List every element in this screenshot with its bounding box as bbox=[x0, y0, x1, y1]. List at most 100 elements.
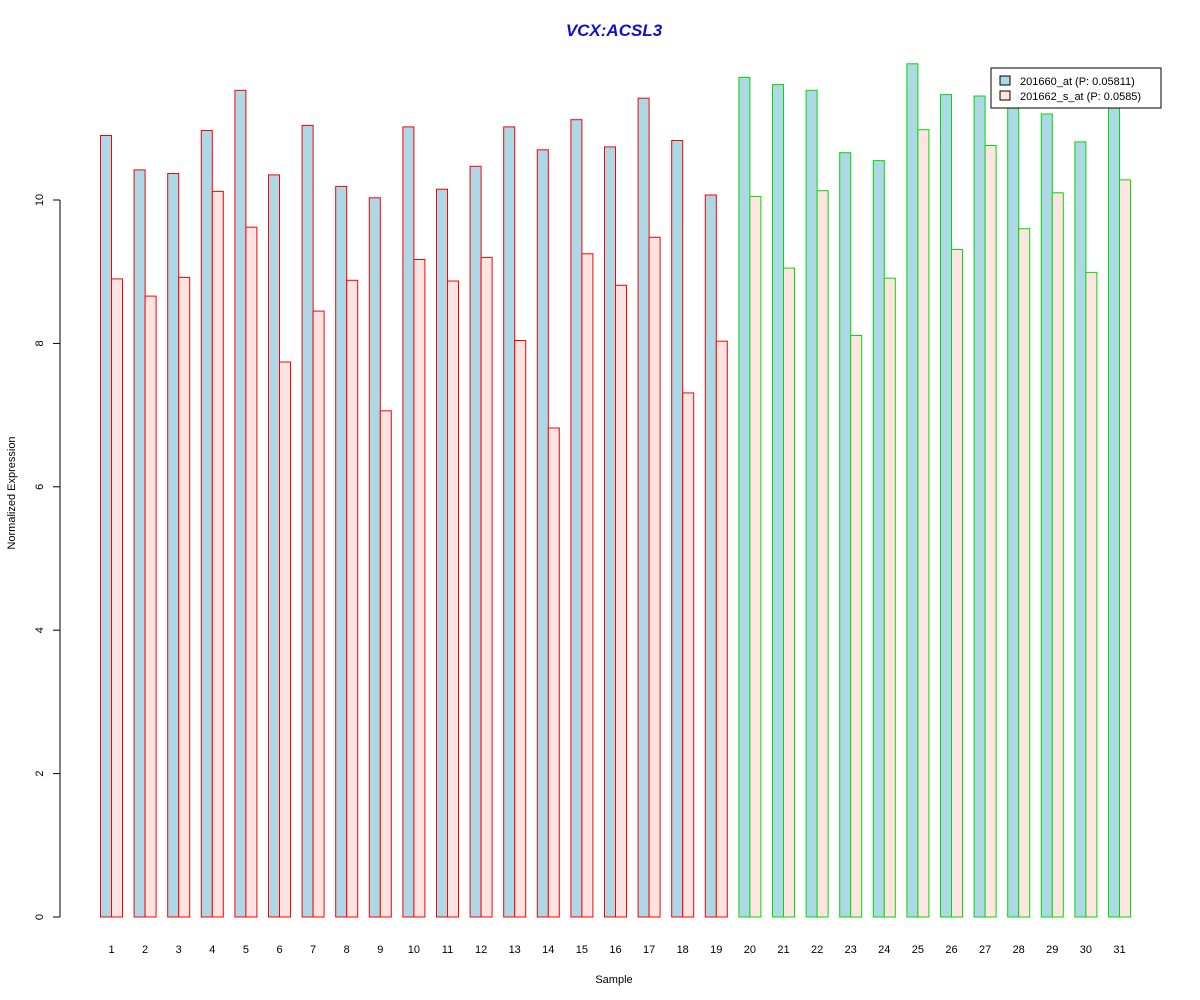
bar-sample-30-series-2 bbox=[1085, 271, 1098, 918]
bar-sample-21-series-1 bbox=[772, 84, 784, 918]
x-tick-label: 14 bbox=[542, 944, 554, 956]
bar-sample-26-series-1 bbox=[940, 94, 952, 918]
bar-sample-4-series-2 bbox=[211, 190, 224, 918]
chart-title: VCX:ACSL3 bbox=[566, 21, 663, 40]
bar-sample-2-series-2 bbox=[144, 295, 157, 918]
bar-sample-7-series-2 bbox=[312, 310, 325, 918]
bar-sample-10-series-2 bbox=[413, 259, 426, 918]
x-tick-label: 6 bbox=[276, 944, 282, 956]
x-tick-label: 1 bbox=[108, 944, 114, 956]
x-tick-label: 18 bbox=[677, 944, 689, 956]
bar-sample-13-series-1 bbox=[503, 126, 516, 918]
x-tick-label: 29 bbox=[1046, 944, 1058, 956]
x-tick-label: 7 bbox=[310, 944, 316, 956]
bar-sample-5-series-1 bbox=[234, 89, 247, 918]
bar-sample-15-series-1 bbox=[570, 119, 583, 918]
y-tick-label: 8 bbox=[34, 340, 46, 346]
bar-sample-16-series-1 bbox=[604, 146, 616, 918]
x-tick-label: 26 bbox=[945, 944, 957, 956]
bar-sample-26-series-2 bbox=[951, 249, 963, 918]
bar-sample-8-series-1 bbox=[335, 185, 348, 918]
bar-sample-25-series-2 bbox=[917, 129, 930, 918]
x-tick-label: 4 bbox=[209, 944, 215, 956]
bar-sample-11-series-2 bbox=[447, 280, 459, 918]
bar-sample-24-series-1 bbox=[872, 160, 885, 918]
x-axis-label: Sample bbox=[595, 974, 632, 986]
bar-sample-9-series-1 bbox=[368, 197, 381, 918]
y-tick-label: 2 bbox=[34, 771, 46, 777]
x-tick-labels: 1 2 3 4 5 6 7 8 9 10 11 12 13 14 15 16 17 18 19 20 21 22 23 24 2… bbox=[108, 944, 1125, 956]
bar-sample-17-series-1 bbox=[637, 97, 650, 918]
bar-sample-1-series-2 bbox=[111, 278, 123, 918]
y-tick-label: 4 bbox=[34, 627, 46, 633]
bar-sample-6-series-1 bbox=[268, 174, 280, 918]
legend-swatch-201660-at bbox=[999, 75, 1011, 86]
bar-sample-14-series-2 bbox=[547, 427, 560, 918]
x-tick-label: 8 bbox=[344, 944, 350, 956]
bar-sample-31-series-2 bbox=[1119, 179, 1131, 918]
legend-swatch-201662-s-at bbox=[999, 90, 1011, 101]
bar-sample-23-series-2 bbox=[850, 335, 863, 918]
x-tick-label: 11 bbox=[442, 944, 453, 956]
bar-sample-17-series-2 bbox=[648, 236, 661, 918]
x-tick-label: 17 bbox=[643, 944, 655, 956]
y-tick-label: 0 bbox=[34, 914, 46, 920]
bar-sample-12-series-1 bbox=[469, 165, 482, 918]
bar-sample-12-series-2 bbox=[480, 256, 493, 918]
bar-sample-11-series-1 bbox=[436, 188, 448, 918]
x-tick-label: 30 bbox=[1080, 944, 1092, 956]
bar-sample-5-series-2 bbox=[245, 226, 258, 918]
bar-sample-20-series-1 bbox=[738, 76, 751, 918]
bar-sample-20-series-2 bbox=[749, 195, 762, 918]
legend-label-201660-at: 201660_at (P: 0.05811) bbox=[1020, 76, 1135, 88]
bar-sample-18-series-2 bbox=[682, 392, 695, 918]
x-tick-label: 13 bbox=[509, 944, 521, 956]
y-tick-label: 6 bbox=[34, 484, 46, 490]
bar-sample-3-series-1 bbox=[167, 173, 180, 918]
x-tick-label: 31 bbox=[1113, 944, 1125, 956]
bar-sample-16-series-2 bbox=[615, 284, 627, 918]
x-tick-label: 10 bbox=[408, 944, 420, 956]
bar-sample-28-series-2 bbox=[1018, 228, 1031, 918]
legend: 201660_at (P: 0.05811) 201662_s_at (P: 0… bbox=[990, 67, 1162, 109]
bar-sample-29-series-1 bbox=[1040, 113, 1053, 918]
x-tick-label: 21 bbox=[777, 944, 789, 956]
y-tick-label: 10 bbox=[34, 194, 46, 206]
legend-label-201662-s-at: 201662_s_at (P: 0.0585) bbox=[1020, 91, 1141, 103]
y-axis-label: Normalized Expression bbox=[6, 436, 18, 549]
bar-sample-3-series-2 bbox=[178, 276, 191, 918]
bar-sample-4-series-1 bbox=[200, 130, 213, 918]
bar-sample-13-series-2 bbox=[514, 340, 527, 918]
bar-sample-23-series-1 bbox=[839, 152, 852, 918]
bar-sample-7-series-1 bbox=[301, 124, 314, 918]
legend-box bbox=[990, 67, 1162, 109]
x-tick-label: 3 bbox=[176, 944, 182, 956]
bar-sample-8-series-2 bbox=[346, 279, 359, 918]
bar-sample-9-series-2 bbox=[379, 410, 392, 918]
x-tick-label: 22 bbox=[811, 944, 823, 956]
bar-sample-29-series-2 bbox=[1051, 192, 1064, 918]
x-tick-label: 24 bbox=[878, 944, 890, 956]
x-tick-label: 12 bbox=[475, 944, 487, 956]
bar-sample-2-series-1 bbox=[133, 169, 146, 918]
x-tick-label: 28 bbox=[1013, 944, 1025, 956]
bar-sample-6-series-2 bbox=[279, 361, 291, 918]
bar-sample-31-series-1 bbox=[1108, 95, 1120, 918]
bar-sample-14-series-1 bbox=[536, 149, 549, 918]
bar-sample-19-series-1 bbox=[704, 194, 717, 918]
x-tick-label: 27 bbox=[979, 944, 991, 956]
x-tick-label: 9 bbox=[377, 944, 383, 956]
bar-sample-27-series-1 bbox=[973, 95, 986, 918]
x-tick-label: 16 bbox=[609, 944, 621, 956]
bar-sample-22-series-1 bbox=[805, 89, 818, 918]
x-tick-label: 19 bbox=[710, 944, 722, 956]
x-tick-label: 15 bbox=[576, 944, 588, 956]
bar-sample-1-series-1 bbox=[100, 135, 112, 918]
bar-sample-22-series-2 bbox=[816, 190, 829, 918]
bar-sample-19-series-2 bbox=[715, 340, 728, 918]
bar-sample-21-series-2 bbox=[783, 267, 795, 918]
x-tick-label: 5 bbox=[243, 944, 249, 956]
x-tick-label: 23 bbox=[845, 944, 857, 956]
bar-sample-30-series-1 bbox=[1074, 141, 1087, 918]
